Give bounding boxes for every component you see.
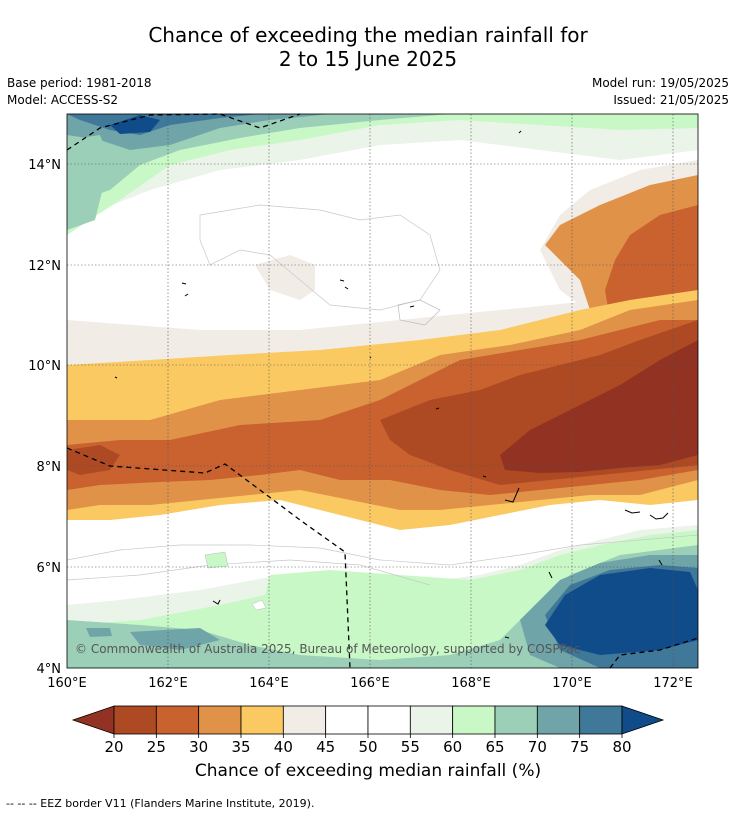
colorbar-segment <box>198 705 242 735</box>
lat-tick: 12°N <box>28 259 61 274</box>
colorbar-tick-label: 35 <box>231 738 250 756</box>
lon-tick: 168°E <box>451 676 491 691</box>
colorbar-tick-label: 80 <box>612 738 631 756</box>
lat-tick: 4°N <box>37 662 62 677</box>
model-name: Model: ACCESS-S2 <box>7 93 119 107</box>
lon-tick: 162°E <box>148 676 188 691</box>
issued-date: Issued: 21/05/2025 <box>613 93 729 107</box>
colorbar: 20 25 30 35 40 45 50 55 60 65 70 75 80 <box>71 705 665 756</box>
lat-tick: 6°N <box>37 561 62 576</box>
eez-border-lines <box>66 113 699 669</box>
colorbar-tick-label: 65 <box>485 738 504 756</box>
colorbar-tick-label: 60 <box>443 738 462 756</box>
copyright-text: © Commonwealth of Australia 2025, Bureau… <box>75 642 580 656</box>
colorbar-segment <box>452 705 496 735</box>
colorbar-under-arrow <box>71 705 115 735</box>
gridlines <box>67 114 698 668</box>
colorbar-segment <box>240 705 284 735</box>
lon-tick: 166°E <box>350 676 390 691</box>
colorbar-tick-label: 45 <box>316 738 335 756</box>
lat-tick: 14°N <box>28 158 61 173</box>
map-title-line1: Chance of exceeding the median rainfall … <box>148 23 588 47</box>
colorbar-tick-label: 70 <box>528 738 547 756</box>
colorbar-segment <box>282 705 327 735</box>
eez-footnote: -- -- -- EEZ border V11 (Flanders Marine… <box>6 797 315 810</box>
colorbar-segment <box>579 705 623 735</box>
colorbar-segment <box>367 705 411 735</box>
colorbar-tick-label: 30 <box>189 738 208 756</box>
lon-tick: 172°E <box>653 676 693 691</box>
colorbar-tick-label: 40 <box>274 738 293 756</box>
base-period: Base period: 1981-2018 <box>7 76 152 90</box>
colorbar-segment <box>325 705 369 735</box>
colorbar-over-arrow <box>621 705 665 735</box>
colorbar-tick-label: 25 <box>147 738 166 756</box>
islands <box>114 130 669 639</box>
colorbar-tick-label: 55 <box>401 738 420 756</box>
lat-tick: 8°N <box>37 460 62 475</box>
map-title-line2: 2 to 15 June 2025 <box>278 47 458 71</box>
map-field <box>67 114 698 668</box>
lat-tick: 10°N <box>28 359 61 374</box>
colorbar-segment <box>155 705 200 735</box>
latitude-labels: 14°N 12°N 10°N 8°N 6°N 4°N <box>28 158 61 677</box>
colorbar-segment <box>494 705 538 735</box>
lon-tick: 164°E <box>249 676 289 691</box>
colorbar-label: Chance of exceeding median rainfall (%) <box>194 761 542 781</box>
model-run: Model run: 19/05/2025 <box>591 76 729 90</box>
map-frame <box>66 113 699 669</box>
lon-tick: 160°E <box>47 676 87 691</box>
longitude-labels: 160°E 162°E 164°E 166°E 168°E 170°E 172°… <box>47 676 693 691</box>
colorbar-segment <box>536 705 581 735</box>
colorbar-tick-label: 20 <box>104 738 123 756</box>
colorbar-tick-label: 50 <box>358 738 377 756</box>
colorbar-segment <box>409 705 454 735</box>
colorbar-tick-label: 75 <box>570 738 589 756</box>
lon-tick: 170°E <box>552 676 592 691</box>
colorbar-segment <box>113 705 157 735</box>
